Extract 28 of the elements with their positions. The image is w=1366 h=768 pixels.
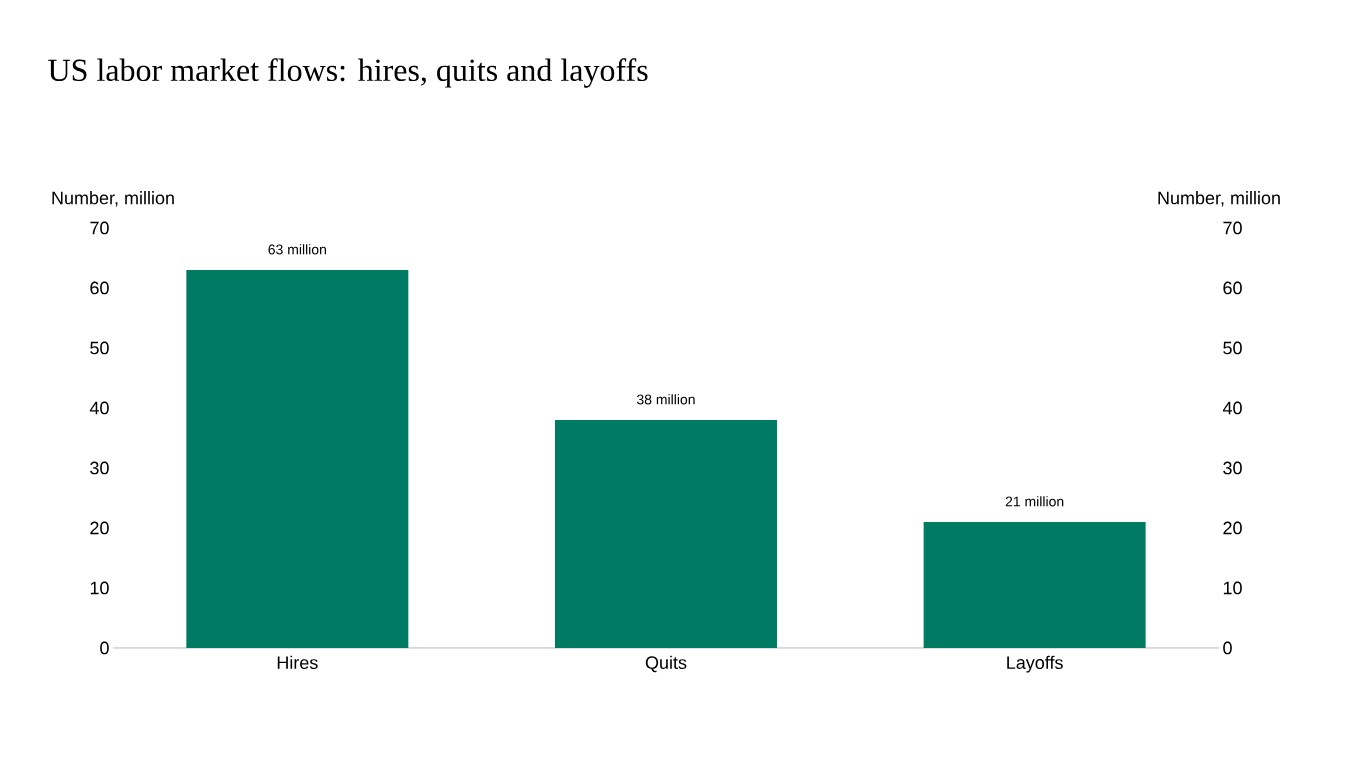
y-tick-label: 50 [90,341,109,355]
data-label: 21 million [1005,496,1064,507]
y-tick-label: 10 [90,581,109,595]
y2-axis-title: Number, million [1158,191,1280,207]
y-tick-label: 60 [90,281,109,295]
data-label: 63 million [268,244,326,255]
bar [186,269,409,648]
y2-tick-label: 10 [1223,581,1242,595]
y2-tick-label: 20 [1223,521,1242,535]
y2-tick-label: 30 [1223,461,1242,475]
x-tick-label: Quits [645,655,687,673]
y2-tick-label: 60 [1223,281,1242,295]
y-tick-label: 30 [90,461,109,475]
y2-tick-label: 0 [1223,641,1232,655]
y2-tick-label: 70 [1223,221,1242,235]
y-tick-label: 40 [89,401,109,415]
y-tick-label: 0 [100,641,109,655]
y-tick-label: 70 [90,221,109,235]
x-tick-label: Layoffs [1007,655,1063,673]
y-axis-title: Number, million [52,191,174,207]
bar [554,419,777,648]
x-tick-label: Hires [277,655,318,669]
y2-tick-label: 40 [1222,401,1242,415]
bar [923,521,1146,648]
chart-title: US labor market flows: hires, quits and layoffs [48,58,648,88]
y2-tick-label: 50 [1223,341,1242,355]
y-tick-label: 20 [90,521,109,535]
data-label: 38 million [636,394,695,405]
